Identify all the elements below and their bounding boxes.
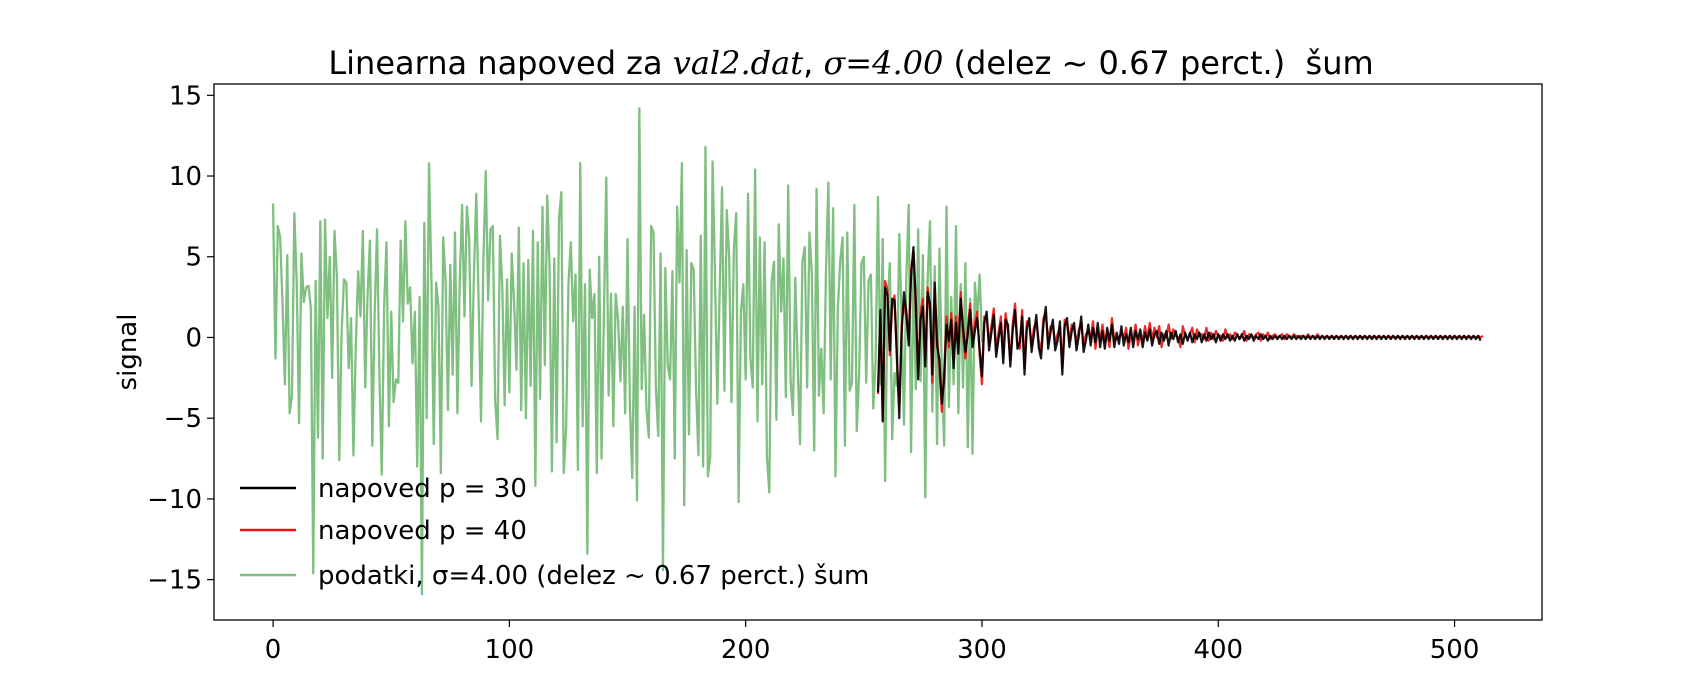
chart-title-suffix: (delez ~ 0.67 perct.) šum [943, 44, 1373, 82]
x-tick-label: 500 [1430, 635, 1480, 665]
chart-title: Linearna napoved za val2.dat, σ=4.00 (de… [328, 44, 1373, 82]
chart-title-prefix: Linearna napoved za [328, 44, 672, 82]
y-axis-label: signal [113, 314, 143, 391]
legend: napoved p = 30 napoved p = 40 podatki, σ=4… [240, 474, 869, 591]
legend-label-2: podatki, σ=4.00 (delez ~ 0.67 perct.) šu… [318, 561, 869, 591]
y-tick-label: −5 [164, 404, 202, 434]
x-tick-label: 400 [1193, 635, 1243, 665]
plot-frame [213, 83, 1543, 621]
legend-label-1: napoved p = 40 [318, 516, 527, 546]
y-tick-label: 5 [185, 243, 202, 273]
y-axis: 15 10 5 0 −5 −10 −15 [147, 81, 214, 596]
x-tick-label: 100 [485, 635, 535, 665]
x-tick-label: 0 [265, 635, 282, 665]
x-axis: 0 100 200 300 400 500 [265, 620, 1480, 665]
y-tick-label: 0 [185, 323, 202, 353]
legend-label-0: napoved p = 30 [318, 474, 527, 504]
y-tick-label: 10 [169, 162, 202, 192]
chart-title-sep: , [803, 44, 823, 82]
x-tick-label: 200 [721, 635, 771, 665]
series-layer [271, 107, 1484, 596]
y-tick-label: −15 [147, 566, 202, 596]
series-line-0 [876, 245, 1482, 423]
x-tick-label: 300 [957, 635, 1007, 665]
y-tick-label: 15 [169, 81, 202, 111]
series-line-2 [271, 107, 984, 596]
y-tick-label: −10 [147, 485, 202, 515]
chart-title-sigma: σ=4.00 [823, 44, 943, 82]
chart-title-file: val2.dat [673, 44, 803, 82]
